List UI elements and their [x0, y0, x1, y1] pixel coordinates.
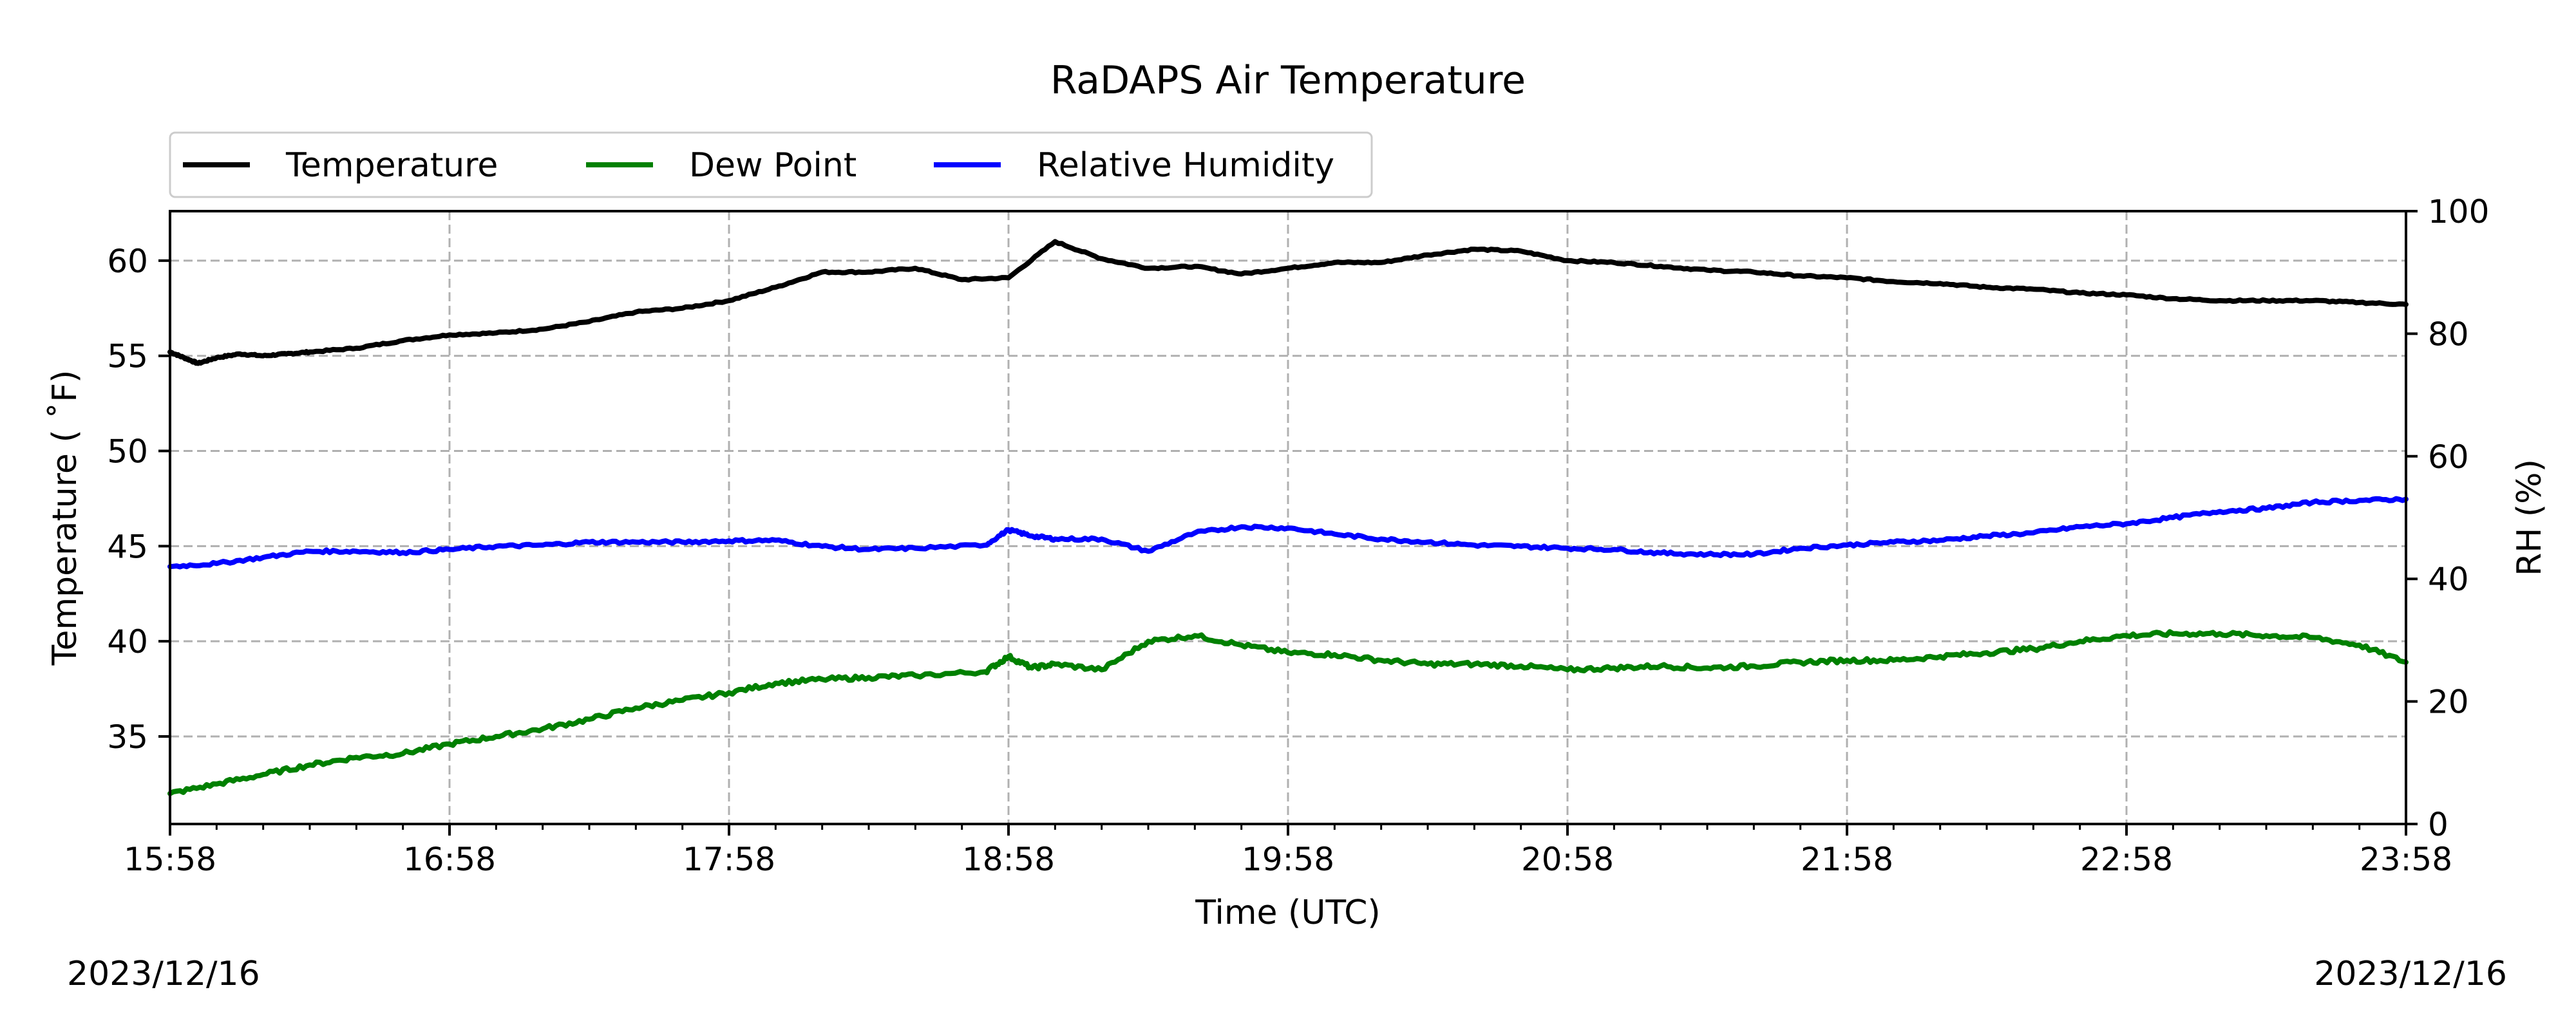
y-right-tick-label: 100 — [2428, 193, 2489, 230]
legend-label: Relative Humidity — [1037, 146, 1334, 185]
series-dew-point — [167, 629, 2409, 796]
x-tick-label: 23:58 — [2360, 841, 2452, 878]
x-tick-label: 19:58 — [1242, 841, 1334, 878]
y-right-tick-label: 40 — [2428, 561, 2469, 598]
x-tick-label: 16:58 — [403, 841, 496, 878]
series-layer — [167, 239, 2409, 796]
y-left-tick-label: 35 — [107, 718, 148, 756]
date-left: 2023/12/16 — [67, 955, 260, 993]
y-left-tick-label: 60 — [107, 243, 148, 280]
y-left-tick-label: 40 — [107, 623, 148, 660]
x-tick-label: 17:58 — [683, 841, 775, 878]
x-tick-label: 21:58 — [1801, 841, 1893, 878]
x-tick-label: 15:58 — [124, 841, 216, 878]
y-right-tick-label: 0 — [2428, 806, 2448, 843]
legend-box — [169, 131, 1373, 198]
x-tick-label: 18:58 — [962, 841, 1055, 878]
x-tick-label: 22:58 — [2080, 841, 2173, 878]
legend-label: Temperature — [285, 146, 498, 185]
axes: 15:58 16:58 17:58 18:58 19:58 20:58 21:58 22:58… — [107, 193, 2489, 878]
y-left-tick-label: 50 — [107, 433, 148, 471]
y-axis-left-label: Temperature ( ˚F) — [46, 370, 84, 666]
legend-label: Dew Point — [689, 146, 857, 185]
x-tick-label: 20:58 — [1521, 841, 1614, 878]
x-axis-label: Time (UTC) — [1195, 894, 1380, 932]
y-left-tick-label: 55 — [107, 338, 148, 375]
series-relative-humidity — [167, 496, 2409, 570]
legend: Temperature Dew Point Relative Humidity — [169, 131, 1373, 198]
chart-title: RaDAPS Air Temperature — [1050, 58, 1526, 103]
y-right-tick-label: 60 — [2428, 438, 2469, 476]
y-left-tick-label: 45 — [107, 528, 148, 565]
y-axis-right-label: RH (%) — [2510, 459, 2549, 576]
y-right-tick-label: 80 — [2428, 315, 2469, 353]
date-right: 2023/12/16 — [2314, 955, 2507, 993]
y-right-tick-label: 20 — [2428, 684, 2469, 721]
series-temperature — [167, 239, 2409, 366]
